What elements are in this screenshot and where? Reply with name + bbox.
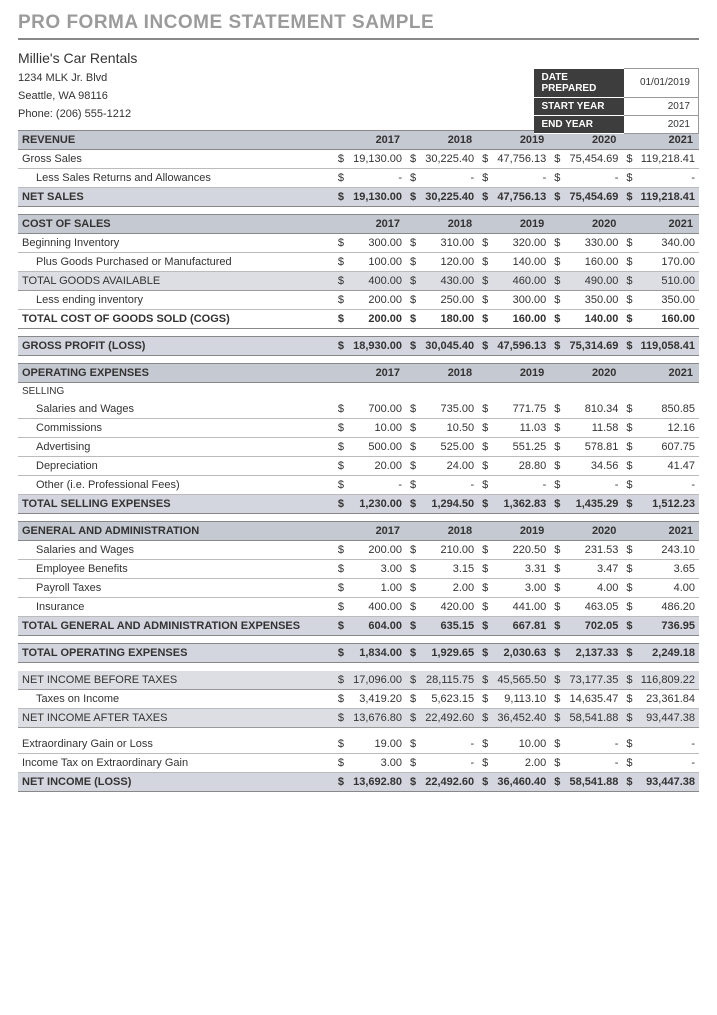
income-statement-table: REVENUE20172018201920202021Gross Sales$1…	[18, 130, 699, 792]
end-year-label: END YEAR	[534, 115, 624, 133]
beginning-inventory-row: Beginning Inventory$300.00$310.00$320.00…	[18, 234, 699, 253]
plus-goods-row: Plus Goods Purchased or Manufactured$100…	[18, 253, 699, 272]
other-row: Other (i.e. Professional Fees)$-$-$-$-$-	[18, 476, 699, 495]
ga-salaries-row: Salaries and Wages$200.00$210.00$220.50$…	[18, 541, 699, 560]
net-income-loss-row: NET INCOME (LOSS)$13,692.80$22,492.60$36…	[18, 773, 699, 792]
gross-profit-row: GROSS PROFIT (LOSS)$18,930.00$30,045.40$…	[18, 337, 699, 356]
selling-subheader: SELLING	[18, 383, 699, 401]
total-ga-row: TOTAL GENERAL AND ADMINISTRATION EXPENSE…	[18, 617, 699, 636]
net-sales-row: NET SALES$19,130.00$30,225.40$47,756.13$…	[18, 188, 699, 207]
end-year-value: 2021	[624, 115, 699, 133]
employee-benefits-row: Employee Benefits$3.00$3.15$3.31$3.47$3.…	[18, 560, 699, 579]
header-zone: Millie's Car Rentals 1234 MLK Jr. Blvd S…	[18, 50, 699, 120]
date-prepared-label: DATE PREPARED	[534, 69, 624, 98]
cogs-row: TOTAL COST OF GOODS SOLD (COGS)$200.00$1…	[18, 310, 699, 329]
total-selling-row: TOTAL SELLING EXPENSES$1,230.00$1,294.50…	[18, 495, 699, 514]
advertising-row: Advertising$500.00$525.00$551.25$578.81$…	[18, 438, 699, 457]
payroll-taxes-row: Payroll Taxes$1.00$2.00$3.00$4.00$4.00	[18, 579, 699, 598]
start-year-value: 2017	[624, 97, 699, 115]
extraordinary-tax-row: Income Tax on Extraordinary Gain$3.00$-$…	[18, 754, 699, 773]
net-income-after-taxes-row: NET INCOME AFTER TAXES$13,676.80$22,492.…	[18, 708, 699, 727]
gross-sales-row: Gross Sales$19,130.00$30,225.40$47,756.1…	[18, 150, 699, 169]
net-income-before-taxes-row: NET INCOME BEFORE TAXES$17,096.00$28,115…	[18, 671, 699, 690]
start-year-label: START YEAR	[534, 97, 624, 115]
total-goods-row: TOTAL GOODS AVAILABLE$400.00$430.00$460.…	[18, 272, 699, 291]
taxes-row: Taxes on Income$3,419.20$5,623.15$9,113.…	[18, 689, 699, 708]
general-admin-header: GENERAL AND ADMINISTRATION20172018201920…	[18, 522, 699, 541]
total-operating-expenses-row: TOTAL OPERATING EXPENSES$1,834.00$1,929.…	[18, 644, 699, 663]
commissions-row: Commissions$10.00$10.50$11.03$11.58$12.1…	[18, 419, 699, 438]
extraordinary-gain-row: Extraordinary Gain or Loss$19.00$-$10.00…	[18, 735, 699, 754]
page-title: PRO FORMA INCOME STATEMENT SAMPLE	[18, 12, 699, 40]
operating-expenses-header: OPERATING EXPENSES20172018201920202021	[18, 364, 699, 383]
company-name: Millie's Car Rentals	[18, 50, 699, 66]
less-returns-row: Less Sales Returns and Allowances$-$-$-$…	[18, 169, 699, 188]
date-prepared-value: 01/01/2019	[624, 69, 699, 98]
selling-salaries-row: Salaries and Wages$700.00$735.00$771.75$…	[18, 400, 699, 419]
insurance-row: Insurance$400.00$420.00$441.00$463.05$48…	[18, 598, 699, 617]
depreciation-row: Depreciation$20.00$24.00$28.80$34.56$41.…	[18, 457, 699, 476]
meta-table: DATE PREPARED01/01/2019 START YEAR2017 E…	[534, 68, 700, 134]
less-ending-inventory-row: Less ending inventory$200.00$250.00$300.…	[18, 291, 699, 310]
cost-of-sales-header: COST OF SALES20172018201920202021	[18, 215, 699, 234]
